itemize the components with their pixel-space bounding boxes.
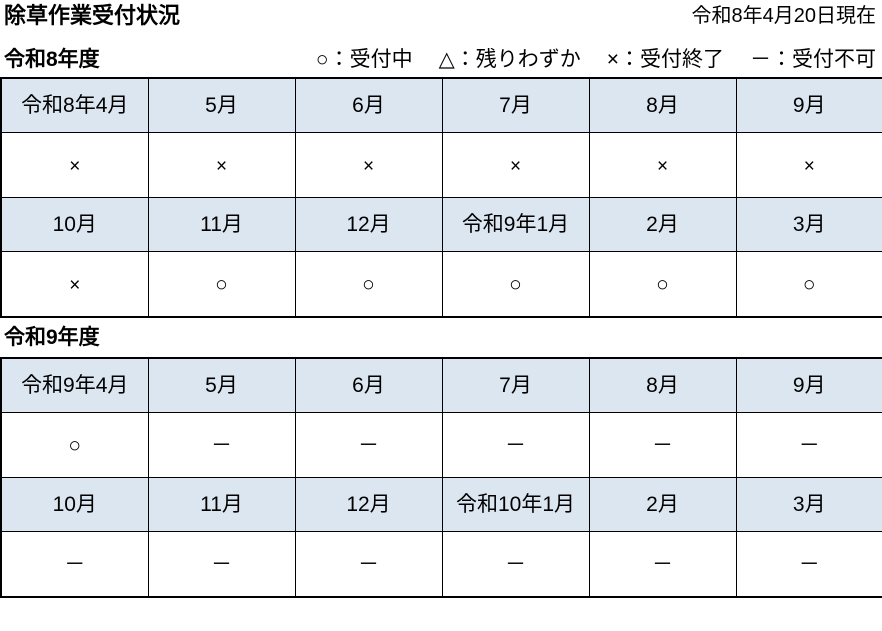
status-mark-circle-icon: ○ bbox=[68, 433, 82, 457]
status-cell: － bbox=[441, 412, 590, 478]
month-cell: 12月 bbox=[294, 197, 443, 252]
month-cell: 10月 bbox=[0, 197, 149, 252]
document-header: 除草作業受付状況 令和8年4月20日現在 bbox=[0, 0, 882, 33]
status-mark-circle-icon: ○ bbox=[362, 272, 375, 296]
month-cell: 11月 bbox=[147, 197, 296, 252]
month-cell: 5月 bbox=[147, 77, 296, 133]
status-mark-circle-icon: ○ bbox=[215, 272, 228, 296]
month-cell: 7月 bbox=[441, 357, 590, 413]
month-cell: 10月 bbox=[0, 477, 149, 532]
status-mark-cross-icon: × bbox=[362, 155, 375, 177]
legend-closed: ×：受付終了 bbox=[606, 48, 724, 71]
status-cell: － bbox=[147, 412, 296, 478]
table-row-month-header: 10月 11月 12月 令和9年1月 2月 3月 bbox=[0, 197, 882, 252]
month-cell: 6月 bbox=[294, 357, 443, 413]
status-mark-dash-icon: － bbox=[358, 552, 379, 576]
month-cell: 2月 bbox=[588, 197, 737, 252]
table-row-month-header: 令和9年4月 5月 6月 7月 8月 9月 bbox=[0, 357, 882, 413]
page-title: 除草作業受付状況 bbox=[4, 3, 181, 28]
month-cell: 12月 bbox=[294, 477, 443, 532]
status-mark-dash-icon: － bbox=[652, 552, 673, 576]
status-mark-circle-icon: ○ bbox=[802, 272, 816, 296]
status-cell: × bbox=[735, 132, 882, 198]
legend-accepting: ○：受付中 bbox=[315, 48, 413, 71]
table-row-status: － － － － － － bbox=[0, 531, 882, 598]
table-row-month-header: 10月 11月 12月 令和10年1月 2月 3月 bbox=[0, 477, 882, 532]
month-cell: 9月 bbox=[735, 357, 882, 413]
legend-almost-full: △：残りわずか bbox=[438, 48, 581, 71]
status-mark-cross-icon: × bbox=[215, 155, 228, 177]
status-cell: ○ bbox=[588, 251, 737, 318]
month-cell: 令和9年1月 bbox=[441, 197, 590, 252]
status-mark-dash-icon: － bbox=[652, 433, 673, 457]
status-cell: － bbox=[588, 531, 737, 598]
status-mark-dash-icon: － bbox=[505, 433, 526, 457]
status-cell: － bbox=[735, 412, 882, 478]
month-cell: 令和8年4月 bbox=[0, 77, 149, 133]
month-cell: 6月 bbox=[294, 77, 443, 133]
status-cell: ○ bbox=[735, 251, 882, 318]
status-cell: － bbox=[294, 412, 443, 478]
status-mark-circle-icon: ○ bbox=[509, 272, 522, 296]
status-mark-dash-icon: － bbox=[64, 552, 86, 576]
status-cell: × bbox=[0, 132, 149, 198]
status-cell: － bbox=[588, 412, 737, 478]
status-cell: － bbox=[147, 531, 296, 598]
fiscal-year-2-label: 令和9年度 bbox=[4, 326, 100, 349]
as-of-date: 令和8年4月20日現在 bbox=[691, 5, 877, 27]
month-cell: 3月 bbox=[735, 477, 882, 532]
table-row-status: × ○ ○ ○ ○ ○ bbox=[0, 251, 882, 318]
month-cell: 8月 bbox=[588, 357, 737, 413]
status-cell: × bbox=[147, 132, 296, 198]
status-cell: × bbox=[294, 132, 443, 198]
month-cell: 7月 bbox=[441, 77, 590, 133]
month-cell: 11月 bbox=[147, 477, 296, 532]
status-table-fiscal-year-1: 令和8年4月 5月 6月 7月 8月 9月 × × × × × × 10月 11… bbox=[0, 77, 882, 318]
status-mark-cross-icon: × bbox=[803, 155, 815, 177]
status-cell: × bbox=[0, 251, 149, 318]
status-cell: × bbox=[441, 132, 590, 198]
status-table-fiscal-year-2: 令和9年4月 5月 6月 7月 8月 9月 ○ － － － － － 10月 11… bbox=[0, 357, 882, 598]
status-legend: ○：受付中 △：残りわずか ×：受付終了 －：受付不可 bbox=[100, 45, 878, 75]
status-mark-circle-icon: ○ bbox=[656, 272, 669, 296]
status-mark-dash-icon: － bbox=[798, 552, 820, 576]
month-cell: 9月 bbox=[735, 77, 882, 133]
table-row-status: × × × × × × bbox=[0, 132, 882, 198]
status-mark-cross-icon: × bbox=[69, 274, 81, 296]
status-cell: ○ bbox=[294, 251, 443, 318]
month-cell: 5月 bbox=[147, 357, 296, 413]
month-cell: 令和10年1月 bbox=[441, 477, 590, 532]
status-mark-dash-icon: － bbox=[798, 433, 820, 457]
status-cell: × bbox=[588, 132, 737, 198]
status-cell: － bbox=[441, 531, 590, 598]
table-row-month-header: 令和8年4月 5月 6月 7月 8月 9月 bbox=[0, 77, 882, 133]
legend-unavailable: －：受付不可 bbox=[750, 48, 876, 71]
status-cell: － bbox=[0, 531, 149, 598]
status-mark-dash-icon: － bbox=[211, 433, 232, 457]
month-cell: 令和9年4月 bbox=[0, 357, 149, 413]
month-cell: 2月 bbox=[588, 477, 737, 532]
fiscal-year-1-legend-row: 令和8年度 ○：受付中 △：残りわずか ×：受付終了 －：受付不可 bbox=[0, 33, 882, 77]
status-mark-dash-icon: － bbox=[505, 552, 526, 576]
status-mark-dash-icon: － bbox=[211, 552, 232, 576]
fiscal-year-1-label: 令和8年度 bbox=[4, 48, 100, 71]
month-cell: 3月 bbox=[735, 197, 882, 252]
status-cell: ○ bbox=[147, 251, 296, 318]
status-cell: ○ bbox=[0, 412, 149, 478]
status-mark-cross-icon: × bbox=[69, 155, 81, 177]
status-mark-dash-icon: － bbox=[358, 433, 379, 457]
table-row-status: ○ － － － － － bbox=[0, 412, 882, 478]
status-cell: － bbox=[735, 531, 882, 598]
status-cell: ○ bbox=[441, 251, 590, 318]
status-mark-cross-icon: × bbox=[656, 155, 669, 177]
status-cell: － bbox=[294, 531, 443, 598]
month-cell: 8月 bbox=[588, 77, 737, 133]
status-mark-cross-icon: × bbox=[509, 155, 522, 177]
